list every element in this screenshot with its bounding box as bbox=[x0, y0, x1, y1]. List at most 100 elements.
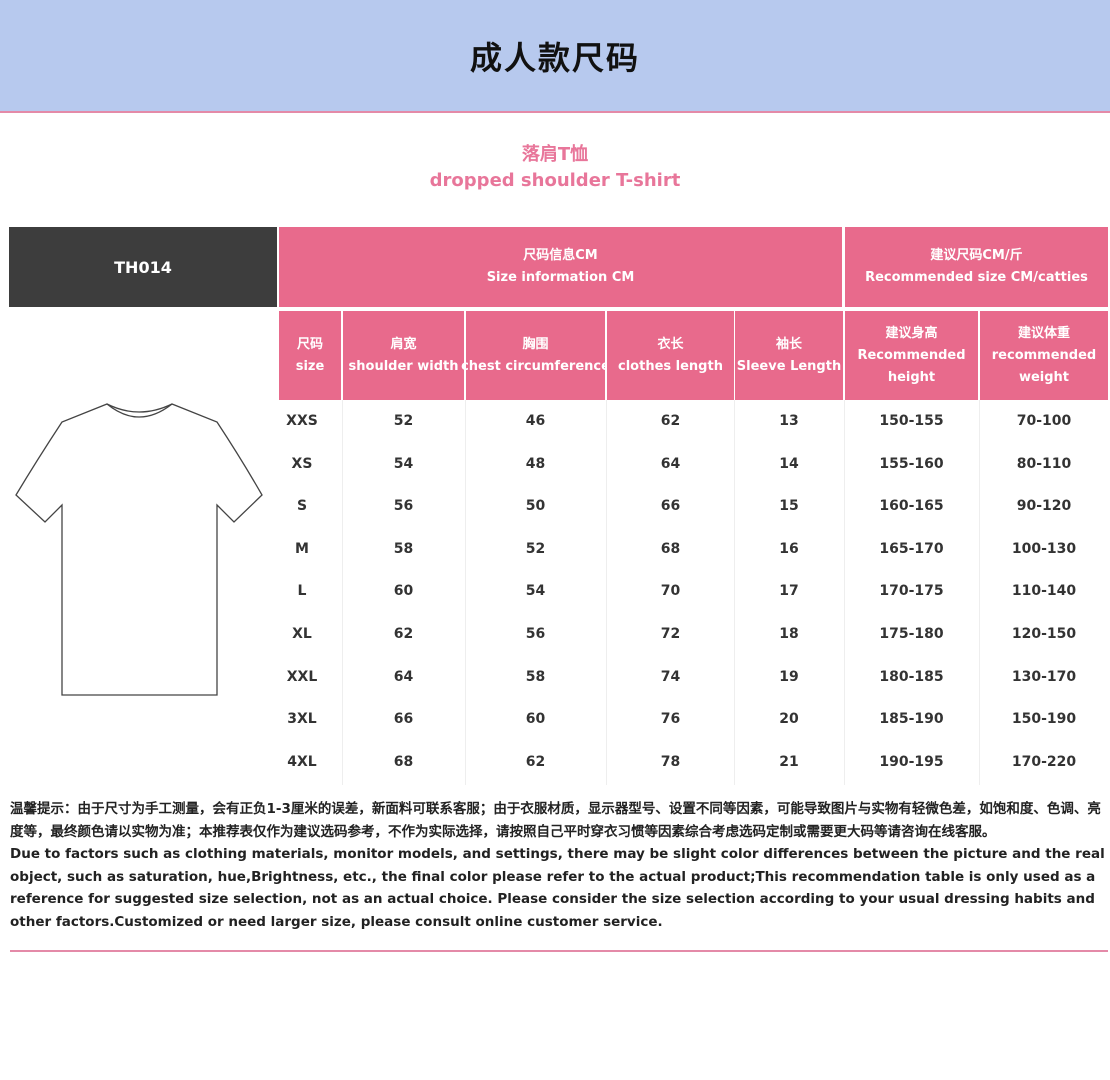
table-cell: XL bbox=[292, 626, 312, 642]
table-cell: 165-170 bbox=[879, 540, 944, 557]
table-cell: 15 bbox=[779, 498, 799, 515]
column-header-en: chest circumference bbox=[461, 358, 610, 374]
table-cell: 170-220 bbox=[1011, 753, 1077, 770]
tshirt-illustration bbox=[15, 403, 263, 696]
table-cell: 58 bbox=[525, 668, 546, 685]
group-size-info: 尺码信息CM Size information CM bbox=[279, 227, 842, 307]
model-code: TH014 bbox=[9, 227, 277, 307]
table-cell: 68 bbox=[660, 540, 681, 557]
table-cell: 18 bbox=[779, 626, 799, 642]
table-cell: 54 bbox=[525, 583, 546, 600]
column-header-en: size bbox=[295, 358, 325, 374]
column-header-cn: 袖长 bbox=[775, 336, 802, 352]
table-cell: XS bbox=[291, 455, 313, 472]
grid-line bbox=[844, 400, 845, 785]
table-cell: 175-180 bbox=[879, 626, 944, 642]
table-cell: 130-170 bbox=[1011, 668, 1077, 685]
notes-en: Due to factors such as clothing material… bbox=[10, 846, 1105, 930]
table-cell: 54 bbox=[393, 455, 414, 472]
table-cell: 68 bbox=[393, 753, 414, 770]
grid-line bbox=[606, 400, 607, 785]
table-cell: 62 bbox=[660, 413, 681, 429]
table-cell: M bbox=[295, 540, 309, 557]
page-header: 成人款尺码 bbox=[0, 0, 1110, 113]
table-cell: 60 bbox=[393, 583, 414, 600]
notes: 温馨提示：由于尺寸为手工测量，会有正负1-3厘米的误差，新面料可联系客服；由于衣… bbox=[10, 798, 1105, 933]
table-cell: L bbox=[297, 583, 307, 600]
column-header-cn: 建议体重 bbox=[1017, 325, 1070, 341]
table-cell: 48 bbox=[525, 455, 546, 472]
table-cell: 13 bbox=[779, 413, 799, 429]
column-header-cn: 尺码 bbox=[296, 336, 323, 352]
table-cell: 58 bbox=[393, 540, 414, 557]
grid-line bbox=[979, 400, 980, 785]
table-cell: 80-110 bbox=[1016, 455, 1072, 472]
column-header: 肩宽 shoulder width bbox=[343, 311, 464, 400]
table-cell: 62 bbox=[393, 626, 414, 642]
table-cell: 62 bbox=[525, 753, 546, 770]
table-cell: 72 bbox=[660, 626, 681, 642]
table-cell: 60 bbox=[525, 711, 546, 728]
table-cell: 74 bbox=[660, 668, 681, 685]
column-header: 尺码 size bbox=[279, 311, 341, 400]
table-cell: 120-150 bbox=[1011, 626, 1077, 642]
column-header: 胸围 chest circumference bbox=[461, 311, 610, 400]
table-cell: 56 bbox=[525, 626, 546, 642]
group-label-en: Size information CM bbox=[486, 270, 635, 285]
table-cell: 4XL bbox=[287, 753, 317, 770]
table-cell: 14 bbox=[779, 455, 799, 472]
table-cell: 66 bbox=[660, 498, 681, 515]
table-cell: 100-130 bbox=[1011, 540, 1077, 557]
table-cell: 150-190 bbox=[1011, 711, 1077, 728]
column-header-en: shoulder width bbox=[348, 358, 459, 374]
table-cell: 70-100 bbox=[1016, 413, 1072, 429]
column-header: 袖长 Sleeve Length bbox=[735, 311, 843, 400]
table-cell: 52 bbox=[525, 540, 546, 557]
column-header-en: clothes length bbox=[618, 358, 723, 374]
table-cell: 170-175 bbox=[879, 583, 944, 600]
table-cell: 160-165 bbox=[879, 498, 944, 515]
product-name-en: dropped shoulder T-shirt bbox=[429, 170, 681, 191]
table-cell: 46 bbox=[525, 413, 546, 429]
group-recommended: 建议尺码CM/斤 Recommended size CM/catties bbox=[845, 227, 1108, 307]
table-cell: 150-155 bbox=[879, 413, 944, 429]
table-cell: 70 bbox=[660, 583, 681, 600]
table-cell: 50 bbox=[525, 498, 546, 515]
table-cell: 185-190 bbox=[879, 711, 944, 728]
table-cell: 64 bbox=[660, 455, 681, 472]
group-label-cn: 建议尺码CM/斤 bbox=[930, 248, 1023, 263]
table-cell: 52 bbox=[393, 413, 414, 429]
table-cell: 20 bbox=[779, 711, 799, 728]
column-header: 建议身高 Recommended height bbox=[845, 311, 978, 400]
page-title: 成人款尺码 bbox=[469, 38, 640, 77]
product-name-cn: 落肩T恤 bbox=[521, 144, 589, 165]
table-cell: S bbox=[296, 498, 308, 515]
grid-line bbox=[734, 400, 735, 785]
table-cell: XXL bbox=[286, 668, 318, 685]
column-header-cn: 衣长 bbox=[657, 336, 684, 352]
column-header-en: Sleeve Length bbox=[736, 358, 842, 374]
notes-cn: 温馨提示：由于尺寸为手工测量，会有正负1-3厘米的误差，新面料可联系客服；由于衣… bbox=[10, 801, 1101, 840]
column-header: 建议体重 recommended weight bbox=[980, 311, 1108, 400]
group-label-en: Recommended size CM/catties bbox=[865, 270, 1088, 285]
table-cell: 90-120 bbox=[1016, 498, 1072, 515]
table-cell: 155-160 bbox=[879, 455, 944, 472]
grid-line bbox=[342, 400, 343, 785]
table-cell: 190-195 bbox=[879, 753, 944, 770]
divider bbox=[10, 950, 1108, 952]
column-header-en: recommended weight bbox=[991, 347, 1097, 385]
table-cell: 110-140 bbox=[1011, 583, 1077, 600]
table-cell: 66 bbox=[393, 711, 414, 728]
column-header-cn: 建议身高 bbox=[885, 325, 938, 341]
table-cell: 180-185 bbox=[879, 668, 944, 685]
table-cell: 16 bbox=[779, 540, 799, 557]
column-header: 衣长 clothes length bbox=[607, 311, 734, 400]
table-cell: 21 bbox=[779, 753, 799, 770]
column-header-en: Recommended height bbox=[857, 347, 966, 385]
table-cell: 19 bbox=[779, 668, 799, 685]
table-cell: 56 bbox=[393, 498, 414, 515]
group-label-cn: 尺码信息CM bbox=[523, 248, 598, 263]
grid-line bbox=[465, 400, 466, 785]
table-cell: 76 bbox=[660, 711, 681, 728]
table-cell: XXS bbox=[286, 413, 318, 429]
